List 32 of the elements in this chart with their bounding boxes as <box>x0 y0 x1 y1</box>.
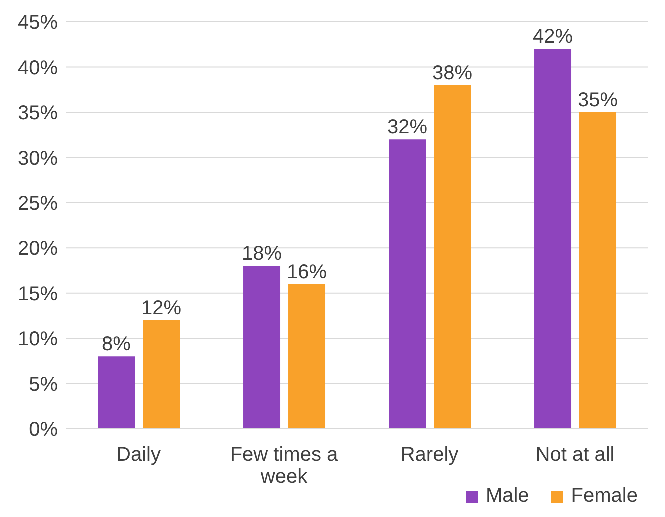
y-tick-label: 35% <box>18 102 58 125</box>
legend-label: Male <box>484 485 530 508</box>
data-label: 38% <box>432 62 473 84</box>
bar <box>389 140 426 429</box>
bar <box>534 49 572 429</box>
data-label: 42% <box>532 26 574 48</box>
data-label: 8% <box>102 334 132 356</box>
y-tick-label: 45% <box>18 12 58 34</box>
x-tick-label: Daily <box>116 444 161 466</box>
y-tick-label: 5% <box>29 374 58 396</box>
data-label: 35% <box>578 89 618 112</box>
data-label: 16% <box>286 261 328 284</box>
y-tick-label: 10% <box>18 328 58 351</box>
data-label: 18% <box>242 243 282 266</box>
legend-label: Female <box>570 485 638 508</box>
y-tick-label: 20% <box>18 238 58 260</box>
bar <box>288 284 326 429</box>
bar <box>143 320 180 429</box>
bar <box>580 112 617 429</box>
y-tick-label: 40% <box>18 57 58 80</box>
bar <box>434 85 472 429</box>
y-tick-label: 15% <box>18 283 58 306</box>
data-label: 32% <box>387 116 428 139</box>
y-tick-label: 25% <box>18 192 58 215</box>
y-tick-label: 0% <box>29 419 58 442</box>
bar <box>98 356 136 429</box>
x-tick-label: Rarely <box>400 444 459 466</box>
x-tick-label: Not at all <box>536 444 615 466</box>
bar <box>244 266 281 429</box>
x-tick-label: Few times a week <box>230 444 340 488</box>
y-tick-label: 30% <box>18 148 58 170</box>
data-label: 12% <box>141 297 182 320</box>
